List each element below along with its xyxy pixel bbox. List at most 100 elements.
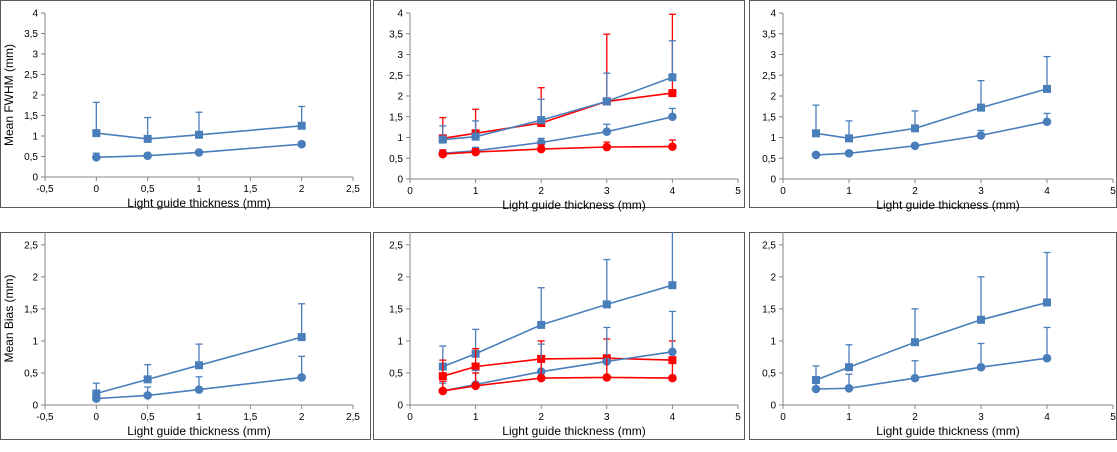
x-tick-label: -0,5 bbox=[36, 184, 54, 195]
data-point-circle bbox=[471, 381, 480, 391]
x-tick-label: 2 bbox=[299, 184, 305, 195]
y-tick-label: 0,5 bbox=[389, 368, 403, 379]
x-tick-label: 0,5 bbox=[141, 184, 155, 195]
y-tick-label: 0 bbox=[397, 401, 403, 412]
x-tick-label: 0 bbox=[407, 412, 413, 423]
y-tick-label: 2,5 bbox=[389, 71, 403, 82]
data-point-circle bbox=[976, 362, 986, 372]
series-line bbox=[96, 125, 302, 140]
data-point-circle bbox=[602, 373, 612, 382]
data-point-circle bbox=[602, 127, 612, 136]
data-point-square bbox=[668, 73, 677, 82]
y-tick-label: 1 bbox=[770, 336, 776, 347]
y-tick-label: 2,5 bbox=[24, 240, 38, 251]
x-tick-label: 1 bbox=[196, 412, 202, 423]
data-point-square bbox=[911, 124, 919, 133]
data-point-square bbox=[143, 375, 152, 384]
x-tick-label: 0 bbox=[407, 186, 413, 197]
x-tick-label: 3 bbox=[604, 186, 610, 197]
y-tick-label: 4 bbox=[770, 9, 776, 20]
y-tick-label: 2 bbox=[32, 91, 38, 102]
x-axis-title: Light guide thickness (mm) bbox=[502, 424, 645, 438]
data-point-circle bbox=[297, 373, 306, 382]
x-tick-label: -0,5 bbox=[36, 412, 54, 423]
x-tick-label: 0 bbox=[94, 184, 100, 195]
series-red-square bbox=[438, 13, 677, 143]
y-tick-label: 0 bbox=[770, 175, 776, 186]
x-tick-label: 2,5 bbox=[346, 412, 360, 423]
data-point-circle bbox=[92, 153, 101, 162]
data-point-square bbox=[977, 315, 985, 324]
data-point-circle bbox=[910, 373, 920, 383]
series-blue-square bbox=[92, 303, 306, 398]
y-tick-label: 0 bbox=[32, 401, 38, 412]
y-tick-label: 1,5 bbox=[762, 304, 776, 315]
data-point-square bbox=[471, 362, 480, 371]
x-tick-label: 0 bbox=[94, 412, 100, 423]
series-line bbox=[96, 376, 302, 400]
x-tick-label: 3 bbox=[978, 412, 984, 423]
y-tick-label: 3,5 bbox=[762, 29, 776, 40]
data-point-circle bbox=[1042, 353, 1052, 363]
x-tick-label: 5 bbox=[735, 186, 741, 197]
data-point-circle bbox=[536, 144, 546, 154]
chart-panel-bottom-1: 0 0,5 1 1,5 2 2,5 0 1 2 3 4 5 Light guide thickness … bbox=[373, 232, 745, 440]
y-tick-label: 0,5 bbox=[762, 368, 776, 379]
series-blue-square bbox=[812, 251, 1051, 385]
plot-area bbox=[438, 232, 677, 396]
data-point-square bbox=[1043, 298, 1051, 307]
y-tick-label: 1,5 bbox=[762, 112, 776, 123]
y-tick-label: 1,5 bbox=[389, 304, 403, 315]
y-axis-title: Mean Bias (mm) bbox=[2, 274, 16, 362]
panel-frame bbox=[0, 0, 371, 208]
series-blue-square bbox=[438, 40, 677, 144]
x-tick-label: 5 bbox=[1110, 412, 1116, 423]
x-tick-label: 1,5 bbox=[243, 184, 257, 195]
y-tick-label: 1,5 bbox=[24, 111, 38, 122]
series-blue-square bbox=[92, 101, 306, 143]
data-point-circle bbox=[811, 384, 821, 394]
y-tick-label: 2 bbox=[397, 272, 403, 283]
y-tick-label: 1 bbox=[397, 336, 403, 347]
x-tick-label: 0 bbox=[780, 186, 786, 197]
data-point-square bbox=[537, 320, 546, 329]
chart-panel-top-1: 0 0,5 1 1,5 2 2,5 3 3,5 4 0 1 2 3 4 5 Light guide thick… bbox=[373, 0, 745, 212]
series-blue-circle bbox=[92, 355, 306, 403]
y-tick-label: 1 bbox=[770, 133, 776, 144]
y-tick-label: 1,5 bbox=[389, 112, 403, 123]
series-red-circle bbox=[438, 355, 677, 396]
data-point-circle bbox=[668, 347, 677, 357]
data-point-circle bbox=[668, 142, 677, 151]
x-tick-label: 0 bbox=[780, 412, 786, 423]
chart-panel-bottom-2: 0 0,5 1 1,5 2 2,5 0 1 2 3 4 5 Light guide thickness … bbox=[749, 232, 1117, 440]
data-point-circle bbox=[92, 394, 101, 403]
data-point-circle bbox=[143, 151, 152, 160]
x-tick-label: 4 bbox=[670, 186, 676, 197]
series-blue-circle bbox=[92, 139, 306, 162]
x-tick-label: 1,5 bbox=[243, 412, 257, 423]
data-point-square bbox=[668, 89, 677, 98]
data-point-circle bbox=[602, 142, 612, 152]
y-tick-label: 1,5 bbox=[24, 304, 38, 315]
series-red-square bbox=[438, 338, 677, 381]
data-point-circle bbox=[297, 139, 306, 149]
y-tick-label: 0,5 bbox=[24, 368, 38, 379]
data-point-square bbox=[143, 134, 152, 143]
data-point-square bbox=[602, 97, 611, 106]
y-tick-label: 3 bbox=[770, 50, 776, 61]
x-tick-label: 2,5 bbox=[346, 184, 360, 195]
x-tick-label: 2 bbox=[538, 412, 544, 423]
data-point-square bbox=[438, 135, 447, 144]
data-point-circle bbox=[471, 147, 480, 157]
y-tick-label: 4 bbox=[397, 9, 403, 20]
data-point-square bbox=[195, 130, 203, 139]
chart-panel-top-2: 0 0,5 1 1,5 2 2,5 3 3,5 4 0 1 2 3 4 5 Light guide thick… bbox=[749, 0, 1117, 212]
y-tick-label: 0 bbox=[32, 173, 38, 184]
y-tick-label: 0 bbox=[770, 401, 776, 412]
y-tick-label: 1 bbox=[32, 336, 38, 347]
y-tick-label: 0 bbox=[397, 175, 403, 186]
data-point-square bbox=[911, 338, 919, 347]
data-point-square bbox=[195, 361, 203, 370]
